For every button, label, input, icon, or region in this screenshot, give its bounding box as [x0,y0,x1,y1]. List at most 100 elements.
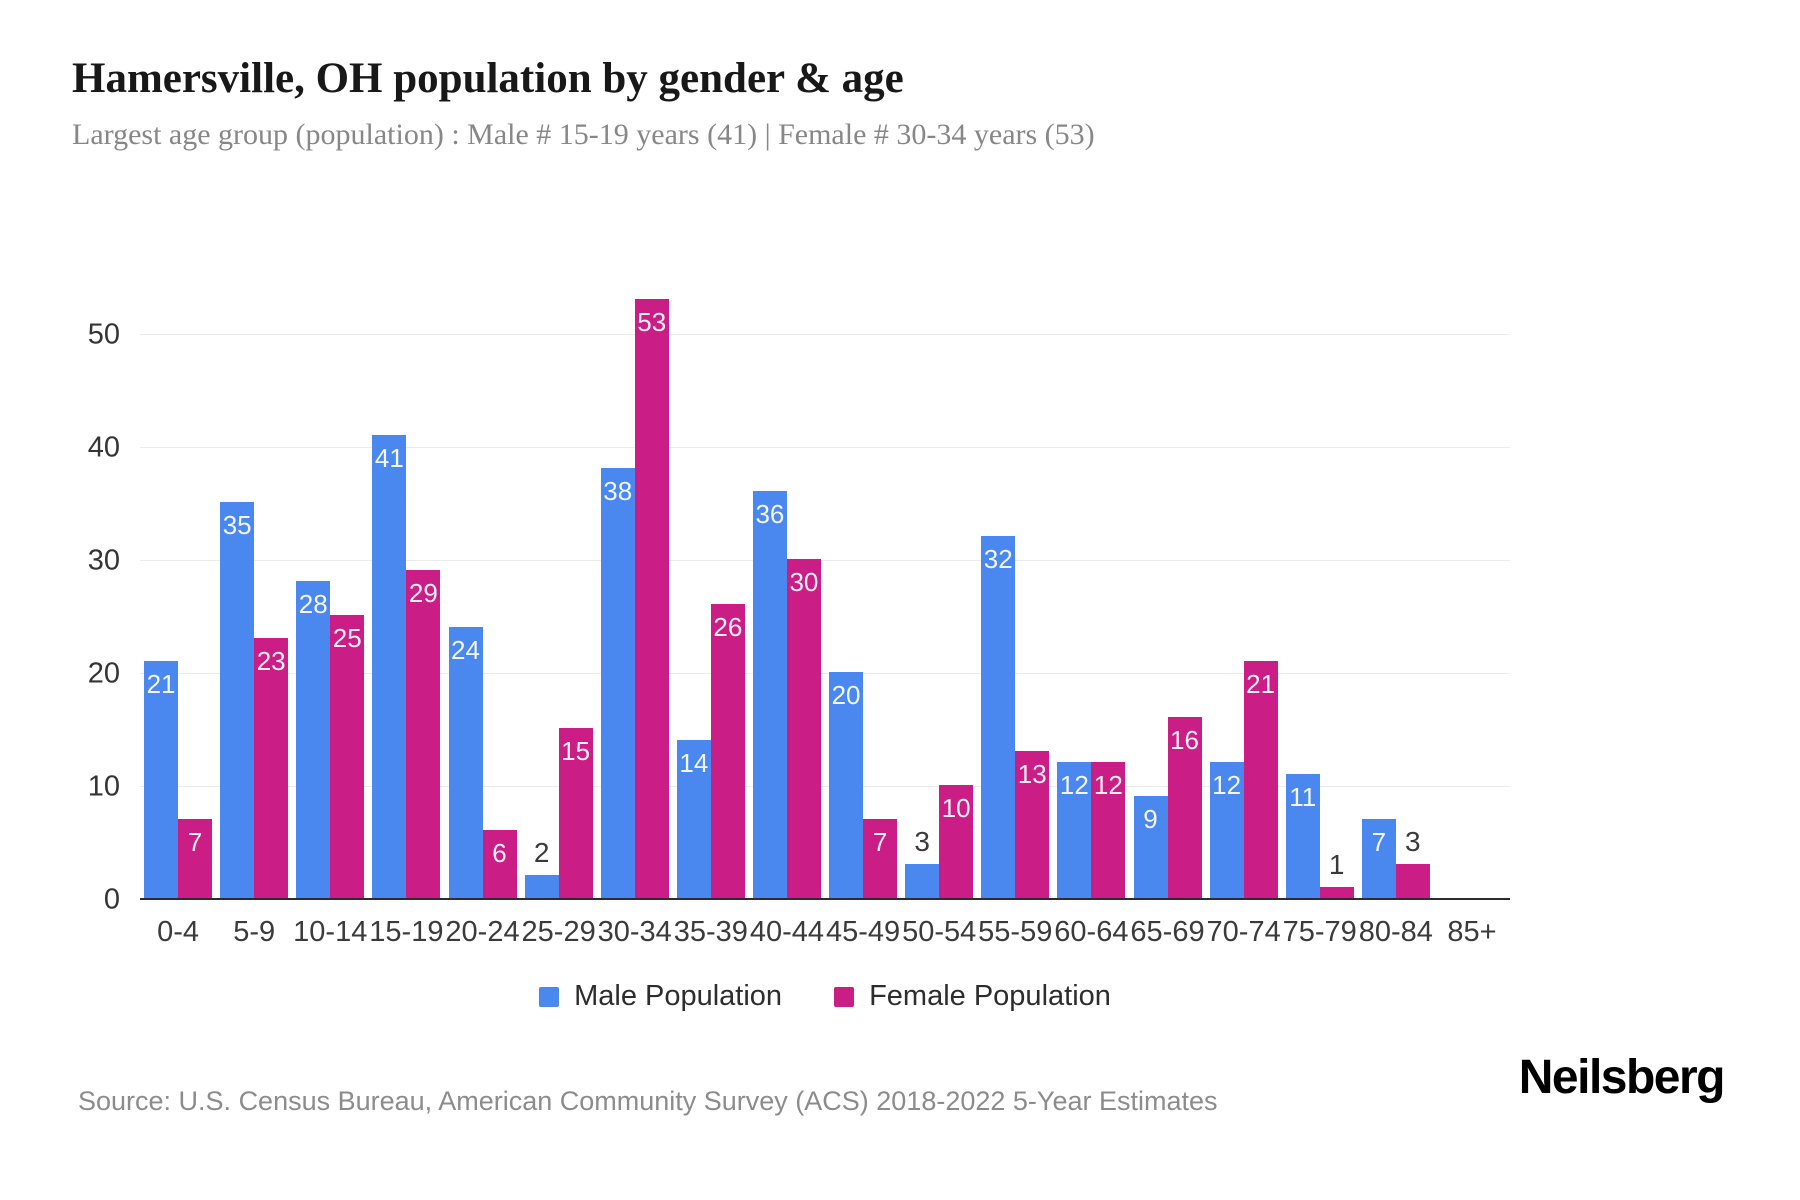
bar-male-80-84[interactable] [1361,818,1396,898]
x-tick-label-5-9: 5-9 [233,916,276,948]
x-tick-label-30-34: 30-34 [597,916,672,948]
bar-value-label: 12 [1093,770,1123,801]
bar-value-label: 12 [1059,770,1089,801]
bar-male-75-79[interactable] [1285,773,1320,898]
y-tick-label-20: 20 [87,657,120,690]
bar-female-70-74[interactable] [1243,660,1278,898]
x-tick-label-15-19: 15-19 [369,916,444,948]
gridline-20 [140,672,1510,674]
bar-female-20-24[interactable] [482,830,517,898]
bar-value-label: 21 [146,668,176,699]
x-tick-label-85+: 85+ [1447,916,1497,948]
x-tick-label-50-54: 50-54 [902,916,977,948]
bar-male-10-14[interactable] [296,581,331,898]
bar-value-label: 15 [561,736,591,767]
bar-female-15-19[interactable] [406,570,441,898]
y-tick-label-40: 40 [87,431,120,464]
bar-female-40-44[interactable] [786,558,821,898]
x-tick-label-0-4: 0-4 [157,916,200,948]
bar-value-label: 53 [637,306,667,337]
bar-value-label: 9 [1143,804,1158,835]
bar-female-0-4[interactable] [178,818,213,898]
bar-male-25-29[interactable] [524,875,559,898]
bar-male-55-59[interactable] [981,536,1016,898]
bar-value-label: 13 [1017,759,1047,790]
bar-male-0-4[interactable] [144,660,179,898]
legend-label: Female Population [869,980,1111,1012]
bar-female-5-9[interactable] [254,638,289,898]
bar-value-label: 30 [789,566,819,597]
bar-value-label: 23 [256,646,286,676]
y-tick-label-30: 30 [87,544,120,577]
bar-value-label: 28 [298,589,328,620]
bar-female-10-14[interactable] [330,615,365,898]
bar-value-label: 2 [533,837,550,869]
bar-value-label: 12 [1212,770,1242,801]
bar-male-70-74[interactable] [1209,762,1244,898]
bar-male-50-54[interactable] [905,864,940,898]
bar-value-label: 3 [1405,826,1421,858]
bar-female-65-69[interactable] [1167,717,1202,898]
bar-value-label: 20 [831,679,861,710]
bar-female-60-64[interactable] [1091,762,1126,898]
bar-value-label: 3 [914,826,930,858]
bar-value-label: 25 [332,623,362,654]
x-tick-label-55-59: 55-59 [978,916,1053,948]
bar-female-50-54[interactable] [939,784,974,898]
bar-female-45-49[interactable] [863,818,898,898]
x-tick-label-25-29: 25-29 [521,916,596,948]
bar-female-55-59[interactable] [1015,751,1050,898]
x-tick-label-60-64: 60-64 [1054,916,1129,948]
bar-value-label: 41 [374,442,404,473]
neilsberg-logo: Neilsberg [1518,1051,1726,1104]
bar-male-65-69[interactable] [1133,796,1168,898]
page-title: Hamersville, OH population by gender & a… [72,55,904,102]
chart-legend: Male Population Female Population [140,980,1510,1013]
bar-male-60-64[interactable] [1057,762,1092,898]
bar-male-45-49[interactable] [829,671,864,898]
x-tick-label-65-69: 65-69 [1130,916,1205,948]
bar-value-label: 35 [222,510,252,541]
bar-male-35-39[interactable] [676,739,711,898]
bar-male-5-9[interactable] [220,502,255,898]
gridline-50 [140,333,1510,335]
bar-value-label: 29 [408,578,438,609]
bar-male-40-44[interactable] [752,491,787,898]
gridline-10 [140,785,1510,787]
bar-female-35-39[interactable] [710,604,745,898]
bar-female-30-34[interactable] [634,298,669,898]
bar-value-label: 7 [872,826,888,857]
x-tick-label-45-49: 45-49 [825,916,901,948]
x-tick-label-20-24: 20-24 [445,916,520,948]
y-tick-label-10: 10 [87,770,120,803]
bar-value-label: 6 [492,838,507,869]
bar-male-20-24[interactable] [448,626,483,898]
bar-value-label: 16 [1170,725,1199,756]
x-tick-label-35-39: 35-39 [673,916,748,948]
legend-item-female[interactable]: Female Population [834,980,1111,1013]
bar-female-25-29[interactable] [558,728,593,898]
bar-chart-plot-area: 21 7 35 23 28 25 41 29 24 6 2 15 38 53 14 26 36 30 20 7 3 10 3… [140,250,1510,900]
bar-value-label: 7 [187,826,203,857]
bar-male-30-34[interactable] [600,468,635,898]
x-tick-label-75-79: 75-79 [1282,916,1357,948]
y-tick-label-0: 0 [103,883,120,916]
bar-value-label: 7 [1371,826,1387,857]
bar-value-label: 11 [1289,781,1317,812]
gridline-40 [140,446,1510,448]
bar-value-label: 26 [713,612,743,643]
bar-male-15-19[interactable] [372,434,407,898]
male-swatch-icon [539,986,560,1007]
source-caption: Source: U.S. Census Bureau, American Com… [78,1086,1218,1116]
bar-value-label: 14 [679,747,709,778]
bar-female-80-84[interactable] [1395,864,1430,898]
x-tick-label-40-44: 40-44 [749,916,825,948]
x-tick-label-80-84: 80-84 [1358,916,1433,948]
bar-value-label: 38 [603,476,633,507]
page-subtitle: Largest age group (population) : Male # … [72,118,1095,151]
legend-item-male[interactable]: Male Population [539,980,782,1013]
bar-female-75-79[interactable] [1319,886,1354,898]
bar-value-label: 24 [451,634,480,665]
bar-value-label: 21 [1246,668,1276,699]
